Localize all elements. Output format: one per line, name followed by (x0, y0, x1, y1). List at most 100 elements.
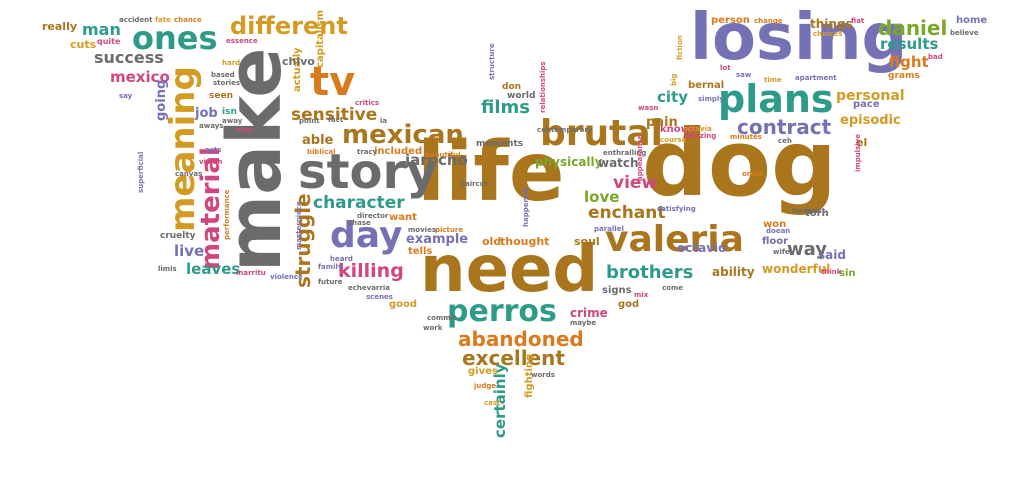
cloud-word: character (313, 193, 405, 213)
cloud-word: world (507, 91, 536, 101)
cloud-word: bad (928, 53, 943, 61)
cloud-word: job (195, 106, 218, 121)
cloud-word: perros (447, 294, 557, 329)
cloud-word: way (787, 239, 827, 260)
cloud-word: fiction (676, 35, 684, 60)
cloud-word: limis (158, 265, 177, 273)
cloud-word: lot (720, 64, 731, 72)
cloud-word: octavia (683, 125, 712, 133)
cloud-word: critics (355, 99, 380, 107)
cloud-word: future (318, 278, 343, 286)
cloud-word: moments (476, 139, 524, 149)
cloud-word: words (531, 371, 555, 379)
cloud-word: away (222, 117, 243, 125)
cloud-word: step (236, 126, 254, 134)
cloud-word: fiat (851, 17, 865, 25)
cloud-word: vision (199, 158, 223, 166)
cloud-word: tracy (357, 148, 378, 156)
cloud-word: dog (642, 110, 837, 217)
cloud-word: results (880, 35, 939, 53)
cloud-word: abandoned (458, 327, 584, 351)
cloud-word: tv (310, 59, 356, 105)
cloud-word: movies (408, 226, 436, 234)
cloud-word: canvas (175, 170, 203, 178)
cloud-word: isn (222, 107, 237, 117)
cloud-word: violence (270, 273, 303, 281)
cloud-word: enchant (588, 203, 666, 223)
cloud-word: crime (570, 306, 608, 320)
cloud-word: need (420, 233, 599, 307)
cloud-word: thought (500, 235, 550, 248)
cloud-word: contract (737, 115, 832, 139)
cloud-word: mix (634, 291, 649, 299)
cloud-word: home (956, 15, 988, 26)
cloud-word: personal (836, 88, 905, 104)
cloud-word: sin (839, 268, 856, 279)
cloud-word: plans (718, 77, 834, 121)
cloud-word: seen (209, 91, 233, 101)
cloud-word: man (82, 20, 121, 39)
cloud-word: wasn (638, 104, 659, 112)
cloud-word: signs (602, 285, 632, 296)
cloud-word: fate (155, 16, 171, 24)
cloud-word: films (481, 97, 530, 118)
cloud-word: life (417, 125, 565, 220)
cloud-word: wife (773, 248, 790, 256)
cloud-word: think (821, 268, 842, 276)
cloud-word: chance (174, 16, 202, 24)
cloud-word: acts (205, 146, 222, 154)
cloud-word: pain (646, 115, 678, 130)
cloud-word: superficial (137, 151, 145, 193)
cloud-word: said (818, 248, 846, 262)
cloud-word: quite (97, 37, 121, 46)
cloud-word: things (810, 17, 853, 31)
cloud-word: story (298, 144, 438, 200)
cloud-word: terrorist (792, 207, 826, 215)
cloud-word: fact (328, 116, 344, 124)
cloud-word: known (660, 124, 697, 135)
cloud-word: structure (488, 43, 496, 80)
cloud-word: sensitive (291, 105, 378, 125)
cloud-word: gives (468, 366, 498, 377)
cloud-word: example (406, 232, 469, 247)
cloud-word: judge (474, 382, 497, 390)
cloud-word: person (711, 15, 750, 26)
cloud-word: parallel (594, 225, 624, 233)
cloud-word: going (154, 79, 169, 121)
cloud-word: come (662, 284, 683, 292)
cloud-word: capitalism (315, 9, 326, 68)
cloud-word: mexico (110, 68, 170, 86)
cloud-word: cuts (70, 38, 97, 51)
cloud-word: big (670, 73, 678, 86)
cloud-word: octavio (677, 241, 727, 255)
cloud-word: happened (522, 187, 530, 227)
cloud-word: won (763, 219, 787, 230)
cloud-word: want (389, 212, 417, 223)
cloud-word: echevarria (348, 284, 390, 292)
cloud-word: say (119, 92, 133, 100)
cloud-word: saw (736, 71, 752, 79)
cloud-word: haircut (460, 180, 489, 188)
cloud-word: excellent (462, 346, 565, 370)
cloud-word: cast (484, 399, 501, 407)
cloud-word: losing (690, 1, 908, 75)
cloud-word: based (211, 71, 235, 79)
cloud-word: tells (408, 246, 433, 257)
cloud-word: daniel (878, 16, 948, 40)
cloud-word: apartment (795, 74, 837, 82)
cloud-word: change (754, 17, 783, 25)
cloud-word: jarocho (405, 151, 468, 169)
cloud-word: ability (712, 265, 755, 279)
cloud-word: episodic (840, 113, 901, 128)
cloud-word: included (374, 146, 423, 157)
cloud-word: torn (805, 208, 829, 219)
cloud-word: order (742, 170, 764, 178)
cloud-word: el (856, 136, 868, 149)
cloud-word: bernal (688, 80, 725, 91)
cloud-word: relationships (539, 61, 547, 113)
cloud-word: simply (698, 95, 724, 103)
cloud-word: director (357, 212, 389, 220)
cloud-word: maybe (570, 319, 597, 327)
cloud-word: stories (213, 79, 241, 87)
